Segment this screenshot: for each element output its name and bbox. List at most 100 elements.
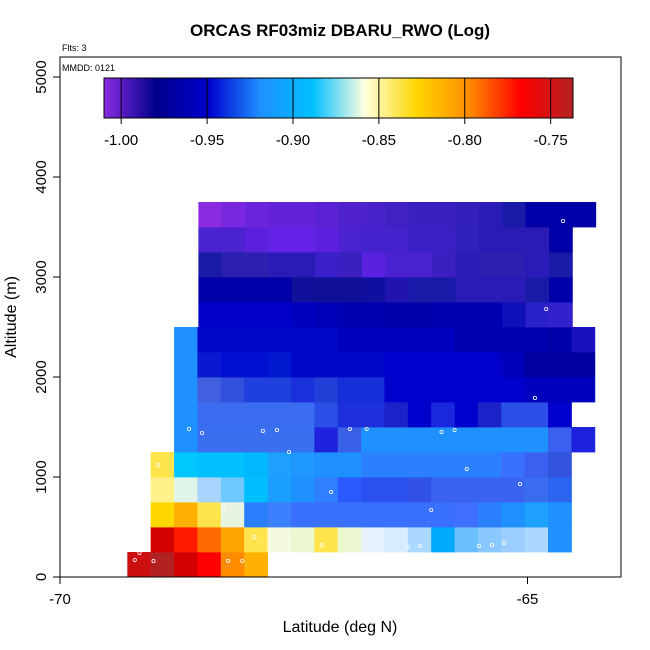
heatmap-cell [385, 202, 410, 228]
heatmap-cell [198, 202, 223, 228]
heatmap-cell [197, 427, 222, 453]
colorbar [103, 77, 574, 119]
heatmap-cell [524, 377, 549, 403]
heatmap-cell [408, 277, 433, 303]
heatmap-cell [525, 277, 550, 303]
heatmap-cell [524, 427, 549, 453]
heatmap-cell [174, 427, 198, 453]
heatmap-cell [454, 477, 479, 503]
flight-point [561, 218, 566, 223]
heatmap-cell [385, 252, 410, 278]
date-label: MMDD: 0121 [62, 63, 115, 73]
heatmap-cell [454, 452, 479, 478]
heatmap-cell [431, 477, 455, 503]
heatmap-cell [407, 327, 432, 353]
heatmap-cell [384, 527, 409, 553]
heatmap-cell [267, 377, 292, 403]
heatmap-cell [384, 327, 409, 353]
heatmap-cell [408, 302, 433, 328]
flight-point [132, 558, 137, 563]
heatmap-cell [454, 377, 479, 403]
heatmap-cell [548, 477, 572, 503]
heatmap-cell [244, 352, 268, 378]
heatmap-cell [407, 477, 432, 503]
heatmap-cell [268, 277, 293, 303]
heatmap-cell [361, 527, 385, 553]
flight-point [329, 489, 334, 494]
heatmap-cell [525, 202, 550, 228]
heatmap-cell [174, 377, 198, 403]
flight-point [187, 426, 192, 431]
heatmap-cell [268, 227, 293, 253]
heatmap-cell [524, 477, 549, 503]
heatmap-cell [455, 302, 480, 328]
heatmap-cell [362, 202, 386, 228]
heatmap-cell [290, 352, 315, 378]
heatmap-cell [220, 402, 245, 428]
heatmap-cell [477, 427, 502, 453]
heatmap-cell [337, 477, 362, 503]
heatmap-cell [571, 327, 596, 353]
flight-point [476, 544, 481, 549]
flight-point [193, 201, 198, 206]
flight-point [429, 507, 434, 512]
heatmap-cell [244, 377, 268, 403]
heatmap-cell [197, 327, 222, 353]
heatmap-cell [267, 477, 292, 503]
heatmap-cell [361, 352, 385, 378]
heatmap-cell [361, 402, 385, 428]
heatmap-cell [150, 527, 175, 553]
heatmap-cell [290, 402, 315, 428]
y-tick-label: 5000 [33, 60, 50, 93]
heatmap-cell [454, 327, 479, 353]
heatmap-cell [314, 402, 339, 428]
heatmap-cell [244, 502, 268, 528]
heatmap-cell [197, 452, 222, 478]
heatmap-cell [525, 252, 550, 278]
flight-point [156, 462, 161, 467]
heatmap-cell [267, 427, 292, 453]
heatmap-cell [384, 502, 409, 528]
heatmap-cell [407, 427, 432, 453]
heatmap-cell [244, 452, 268, 478]
heatmap-cell [150, 452, 175, 478]
heatmap-cell [432, 302, 456, 328]
heatmap-cell [338, 202, 363, 228]
heatmap-cell [477, 377, 502, 403]
flight-point [221, 506, 226, 511]
colorbar-ticks: -1.00 -0.95 -0.90 -0.85 -0.80 -0.75 [104, 78, 568, 149]
heatmap-cell [548, 502, 572, 528]
y-axis-label: Altitude (m) [3, 276, 20, 358]
heatmap-cell [477, 502, 502, 528]
y-tick-label: 2000 [33, 360, 50, 393]
heatmap-cell [432, 252, 456, 278]
heatmap-cell [220, 452, 245, 478]
heatmap-cell [361, 377, 385, 403]
heatmap-cell [314, 527, 339, 553]
heatmap-cell [477, 477, 502, 503]
heatmap-cell [501, 352, 526, 378]
heatmap-cell [525, 302, 550, 328]
heatmap-cell [244, 552, 268, 578]
heatmap-cell [150, 552, 175, 578]
heatmap-cell [502, 302, 527, 328]
plot-frame [59, 56, 622, 578]
heatmap-cell [150, 502, 175, 528]
heatmap-cell [267, 502, 292, 528]
heatmap-cell [220, 427, 245, 453]
heatmap-cell [431, 452, 455, 478]
heatmap-cell [220, 552, 245, 578]
heatmap-cell [432, 202, 456, 228]
heatmap-cell [455, 252, 480, 278]
heatmap-cell [150, 477, 175, 503]
heatmap-cell [384, 477, 409, 503]
heatmap-cell [198, 227, 223, 253]
heatmap-cell [407, 352, 432, 378]
heatmap-cell [314, 502, 339, 528]
heatmap-cell [198, 277, 223, 303]
heatmap-cell [502, 252, 527, 278]
flight-point [137, 551, 142, 556]
heatmap-cell [385, 277, 410, 303]
heatmap-cell [407, 452, 432, 478]
heatmap-cell [501, 452, 526, 478]
